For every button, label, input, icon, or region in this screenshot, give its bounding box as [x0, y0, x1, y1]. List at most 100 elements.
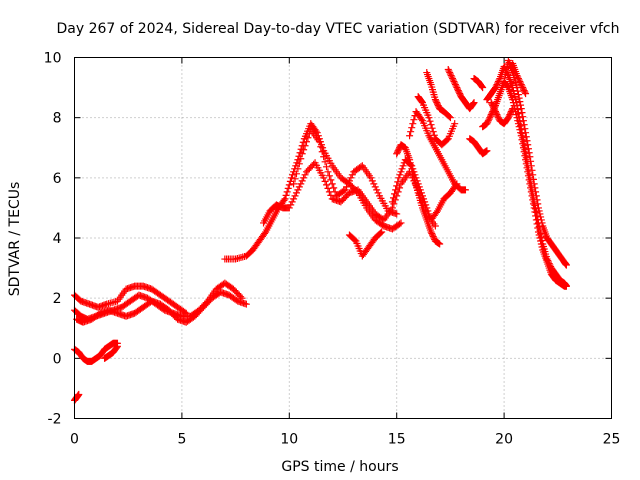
data-point: [443, 136, 451, 144]
data-point: [398, 165, 406, 173]
data-point: [518, 82, 526, 90]
data-point: [483, 147, 491, 155]
data-point: [517, 79, 525, 87]
data-point: [436, 240, 444, 248]
data-point: [484, 117, 492, 125]
data-point: [300, 146, 308, 154]
data-point: [430, 131, 438, 139]
data-point: [562, 282, 570, 290]
data-point: [514, 91, 522, 99]
data-point: [522, 90, 530, 98]
data-point: [242, 300, 250, 308]
data-point: [536, 210, 544, 218]
series-track-21: [500, 57, 570, 269]
data-point: [494, 114, 502, 122]
data-point: [113, 342, 121, 350]
data-point: [504, 83, 512, 91]
data-point: [537, 213, 545, 221]
data-point: [515, 76, 523, 84]
data-point: [395, 145, 403, 153]
data-point: [510, 90, 518, 98]
data-point: [321, 177, 329, 185]
data-point: [517, 105, 525, 113]
data-point: [525, 170, 533, 178]
plot-area-border: [74, 57, 612, 419]
data-point: [327, 176, 335, 184]
data-point: [527, 157, 535, 165]
data-point: [489, 102, 497, 110]
data-point: [484, 118, 492, 126]
data-point: [537, 216, 545, 224]
data-point: [485, 115, 493, 123]
data-point: [371, 183, 379, 191]
data-point: [450, 78, 458, 86]
y-axis-label: SDTVAR / TECUs: [7, 182, 23, 297]
data-point: [509, 105, 517, 113]
data-point: [301, 142, 309, 150]
data-point: [494, 112, 502, 120]
data-point: [562, 261, 570, 269]
data-point: [452, 82, 460, 90]
data-point: [298, 150, 306, 158]
data-point: [113, 343, 121, 351]
data-point: [290, 195, 298, 203]
data-point: [453, 84, 461, 92]
data-point: [526, 153, 534, 161]
axis-ticks: 0 5 10 15 20 25 -2 0 2 4 6 8 10: [44, 51, 621, 448]
data-point: [501, 74, 509, 82]
x-tick-label: 25: [603, 432, 621, 448]
data-point: [517, 101, 525, 109]
data-point: [280, 196, 288, 204]
data-point: [394, 147, 402, 155]
data-point: [515, 94, 523, 102]
data-point: [420, 195, 428, 203]
data-point: [449, 76, 457, 84]
data-point: [522, 133, 530, 141]
series-track-16: [444, 66, 478, 113]
data-point: [397, 168, 405, 176]
data-point: [425, 114, 433, 122]
data-point: [284, 184, 292, 192]
data-point: [315, 138, 323, 146]
data-point: [535, 207, 543, 215]
data-point: [328, 180, 336, 188]
data-point: [393, 148, 401, 156]
data-point: [285, 204, 293, 212]
data-point: [534, 204, 542, 212]
series-track-15: [423, 69, 454, 122]
data-point: [531, 184, 539, 192]
series-track-3: [73, 288, 250, 326]
data-point: [538, 219, 546, 227]
data-point: [368, 177, 376, 185]
data-point: [432, 208, 440, 216]
series-track-17: [466, 135, 491, 158]
x-tick-label: 0: [70, 432, 79, 448]
data-point: [377, 229, 385, 237]
data-point: [546, 261, 554, 269]
data-point: [519, 85, 527, 93]
data-point: [492, 108, 500, 116]
data-point: [75, 390, 83, 398]
data-point: [493, 111, 501, 119]
data-point: [519, 84, 527, 92]
data-point: [321, 158, 329, 166]
data-point: [295, 183, 303, 191]
data-point: [545, 260, 553, 268]
data-point: [505, 112, 513, 120]
data-point: [492, 84, 500, 92]
data-point: [408, 124, 416, 132]
data-point: [533, 196, 541, 204]
data-point: [522, 150, 530, 158]
data-point: [530, 180, 538, 188]
data-point: [318, 148, 326, 156]
data-point: [391, 190, 399, 198]
data-point: [340, 187, 348, 195]
data-point: [487, 99, 495, 107]
data-point: [409, 171, 417, 179]
data-point: [455, 88, 463, 96]
data-point: [304, 134, 312, 142]
data-point: [427, 121, 435, 129]
x-tick-label: 20: [495, 432, 513, 448]
data-point: [491, 106, 499, 114]
data-point: [527, 162, 535, 170]
